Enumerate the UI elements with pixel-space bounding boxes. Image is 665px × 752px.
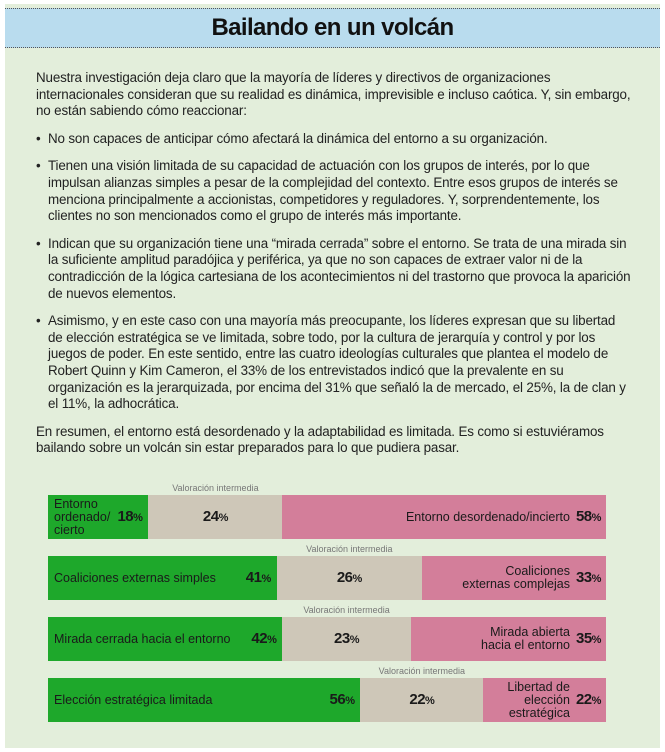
value-label: 42% xyxy=(251,629,277,647)
bar-row: Elección estratégica limitada 56% 22% Liber… xyxy=(48,666,606,722)
left-label: Entorno ordenado/ cierto xyxy=(54,496,111,537)
value-label: 22% xyxy=(575,690,601,708)
left-label: Mirada cerrada hacia el entorno xyxy=(54,631,231,646)
bar-segment-middle: 23% xyxy=(282,617,411,661)
list-item: Indican que su organización tiene una “m… xyxy=(36,236,632,302)
bar-segment-left: Elección estratégica limitada 56% xyxy=(48,678,361,722)
intro-paragraph: Nuestra investigación deja claro que la … xyxy=(36,70,631,119)
bar-segment-right: Mirada abierta hacia el entorno 35% xyxy=(410,617,606,661)
right-label: Entorno desordenado/incierto xyxy=(405,509,570,524)
bar-segment-right: Libertad de elección estratégica 22% xyxy=(483,678,606,722)
bar-segment-right: Coaliciones externas complejas 33% xyxy=(421,556,606,600)
value-label: 24% xyxy=(202,507,228,525)
right-label: Coaliciones externas complejas xyxy=(462,564,570,591)
middle-label: Valoración intermedia xyxy=(303,605,390,615)
left-label: Elección estratégica limitada xyxy=(54,692,213,707)
bar-row: Entorno ordenado/ cierto 18% 24% Entorno de… xyxy=(48,483,606,539)
bar-segment-right: Entorno desordenado/incierto 58% xyxy=(282,495,606,539)
page-title: Bailando en un volcán xyxy=(211,14,454,41)
middle-label: Valoración intermedia xyxy=(306,544,393,554)
summary-paragraph: En resumen, el entorno está desordenado … xyxy=(36,423,604,456)
bar-segment-middle: 24% xyxy=(148,495,283,539)
list-item: Tienen una visión limitada de su capacid… xyxy=(36,158,632,224)
bar-row: Coaliciones externas simples 41% 26% Coalic… xyxy=(48,544,606,600)
value-label: 22% xyxy=(409,690,435,708)
bar-row: Mirada cerrada hacia el entorno 42% 23% Mir… xyxy=(48,605,606,661)
right-label: Mirada abierta hacia el entorno xyxy=(481,625,570,652)
article-body: Nuestra investigación deja claro que la … xyxy=(36,70,632,468)
middle-label: Valoración intermedia xyxy=(172,483,259,493)
value-label: 26% xyxy=(336,568,362,586)
bar-segment-middle: 22% xyxy=(360,678,484,722)
value-label: 41% xyxy=(245,568,271,586)
bar-segment-middle: 26% xyxy=(276,556,422,600)
bar-segment-left: Entorno ordenado/ cierto 18% xyxy=(48,495,149,539)
title-bar: Bailando en un volcán xyxy=(5,8,660,48)
bar-segment-left: Coaliciones externas simples 41% xyxy=(48,556,277,600)
value-label: 35% xyxy=(575,629,601,647)
value-label: 33% xyxy=(575,568,601,586)
value-label: 58% xyxy=(575,507,601,525)
left-label: Coaliciones externas simples xyxy=(54,570,216,585)
findings-list: No son capaces de anticipar cómo afectar… xyxy=(36,131,632,413)
right-label: Libertad de elección estratégica xyxy=(507,679,570,720)
value-label: 56% xyxy=(329,690,355,708)
value-label: 23% xyxy=(334,629,359,647)
stacked-bar-chart: Entorno ordenado/ cierto 18% 24% Entorno de… xyxy=(48,482,606,739)
value-label: 18% xyxy=(117,507,143,525)
middle-label: Valoración intermedia xyxy=(378,666,466,676)
list-item: Asimismo, y en este caso con una mayoría… xyxy=(36,313,632,413)
bar-segment-left: Mirada cerrada hacia el entorno 42% xyxy=(48,617,283,661)
list-item: No son capaces de anticipar cómo afectar… xyxy=(36,131,632,148)
